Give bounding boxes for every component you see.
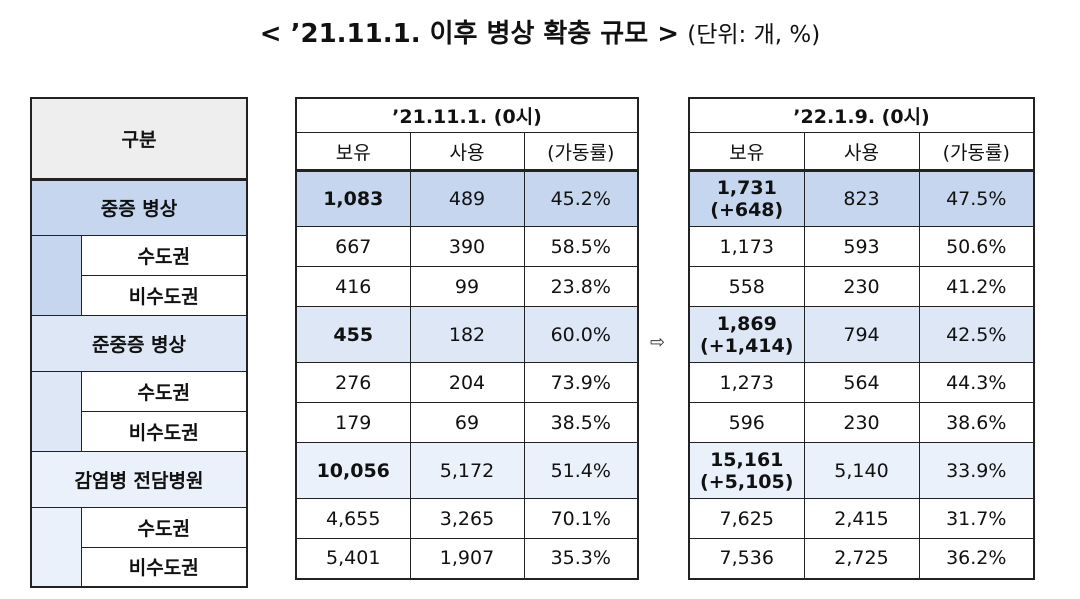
cell-rate: 50.6%	[918, 226, 1035, 267]
cell-held: 4,655	[295, 498, 411, 539]
col-used: 사용	[409, 132, 525, 172]
cell-used: 593	[803, 226, 920, 267]
held-increase: (+5,105)	[700, 470, 794, 493]
cell-rate: 73.9%	[523, 362, 639, 403]
category-table: 구분 중증 병상 수도권 비수도권 준중증 병상 수도권 비수도권 감염병 전담…	[30, 97, 248, 588]
held-increase: (+648)	[710, 199, 784, 221]
cell-held: 667	[295, 226, 411, 267]
header-category: 구분	[30, 97, 248, 181]
cell-used: 5,140	[803, 442, 920, 499]
cell-rate: 42.5%	[918, 306, 1035, 363]
sub-noncapital: 비수도권	[80, 274, 248, 316]
cell-rate: 38.6%	[918, 402, 1035, 443]
category-severe: 중증 병상	[30, 178, 248, 236]
cell-used: 2,725	[803, 538, 920, 579]
cell-held: 276	[295, 362, 411, 403]
cell-rate: 36.2%	[918, 538, 1035, 579]
cell-held: 416	[295, 266, 411, 307]
col-held: 보유	[295, 132, 411, 172]
cell-held-with-increase: 1,731 (+648)	[688, 170, 805, 227]
before-table: ’21.11.1. (0시) 보유 사용 (가동률) 1,083 489 45.…	[295, 97, 640, 580]
cell-held: 1,083	[295, 170, 411, 227]
cell-rate: 58.5%	[523, 226, 639, 267]
sub-noncapital: 비수도권	[80, 410, 248, 452]
category-infectious-hospital: 감염병 전담병원	[30, 450, 248, 508]
cell-held: 1,273	[688, 362, 805, 403]
arrow-right-icon: ⇨	[650, 332, 666, 353]
cell-held: 10,056	[295, 442, 411, 499]
cell-used: 823	[803, 170, 920, 227]
cell-held-with-increase: 1,869 (+1,414)	[688, 306, 805, 363]
sub-noncapital: 비수도권	[80, 546, 248, 588]
cell-rate: 70.1%	[523, 498, 639, 539]
cell-rate: 45.2%	[523, 170, 639, 227]
title-unit: (단위: 개, %)	[687, 22, 821, 48]
cell-held: 558	[688, 266, 805, 307]
sub-capital: 수도권	[80, 234, 248, 276]
cell-used: 564	[803, 362, 920, 403]
category-semi-severe: 준중증 병상	[30, 314, 248, 372]
col-used: 사용	[803, 132, 920, 172]
cell-held: 7,625	[688, 498, 805, 539]
cell-used: 390	[409, 226, 525, 267]
period-before-label: ’21.11.1. (0시)	[295, 97, 639, 133]
page-title: < ’21.11.1. 이후 병상 확충 규모 > (단위: 개, %)	[0, 14, 1080, 55]
held-increase: (+1,414)	[700, 334, 794, 357]
category-severe-bar	[30, 234, 82, 316]
held-value: 1,731	[716, 177, 777, 199]
col-rate: (가동률)	[523, 132, 639, 172]
sub-capital: 수도권	[80, 370, 248, 412]
cell-used: 1,907	[409, 538, 525, 579]
after-table: ’22.1.9. (0시) 보유 사용 (가동률) 1,731 (+648) 8…	[688, 97, 1036, 580]
col-held: 보유	[688, 132, 805, 172]
cell-used: 69	[409, 402, 525, 443]
cell-held-with-increase: 15,161 (+5,105)	[688, 442, 805, 499]
category-semi-severe-bar	[30, 370, 82, 452]
cell-used: 794	[803, 306, 920, 363]
cell-rate: 35.3%	[523, 538, 639, 579]
cell-rate: 31.7%	[918, 498, 1035, 539]
cell-used: 230	[803, 266, 920, 307]
category-infectious-bar	[30, 506, 82, 588]
cell-rate: 44.3%	[918, 362, 1035, 403]
cell-rate: 38.5%	[523, 402, 639, 443]
held-value: 1,869	[716, 312, 777, 335]
cell-held: 179	[295, 402, 411, 443]
cell-used: 3,265	[409, 498, 525, 539]
cell-held: 1,173	[688, 226, 805, 267]
cell-held: 596	[688, 402, 805, 443]
sub-capital: 수도권	[80, 506, 248, 548]
cell-rate: 41.2%	[918, 266, 1035, 307]
cell-held: 5,401	[295, 538, 411, 579]
cell-used: 99	[409, 266, 525, 307]
cell-used: 489	[409, 170, 525, 227]
cell-held: 7,536	[688, 538, 805, 579]
cell-rate: 51.4%	[523, 442, 639, 499]
cell-held: 455	[295, 306, 411, 363]
cell-used: 182	[409, 306, 525, 363]
cell-rate: 33.9%	[918, 442, 1035, 499]
title-main: < ’21.11.1. 이후 병상 확충 규모 >	[259, 19, 679, 49]
cell-used: 204	[409, 362, 525, 403]
period-after-label: ’22.1.9. (0시)	[688, 97, 1035, 133]
cell-used: 2,415	[803, 498, 920, 539]
cell-rate: 60.0%	[523, 306, 639, 363]
cell-rate: 47.5%	[918, 170, 1035, 227]
col-rate: (가동률)	[918, 132, 1035, 172]
cell-rate: 23.8%	[523, 266, 639, 307]
held-value: 15,161	[710, 448, 784, 471]
cell-used: 5,172	[409, 442, 525, 499]
cell-used: 230	[803, 402, 920, 443]
